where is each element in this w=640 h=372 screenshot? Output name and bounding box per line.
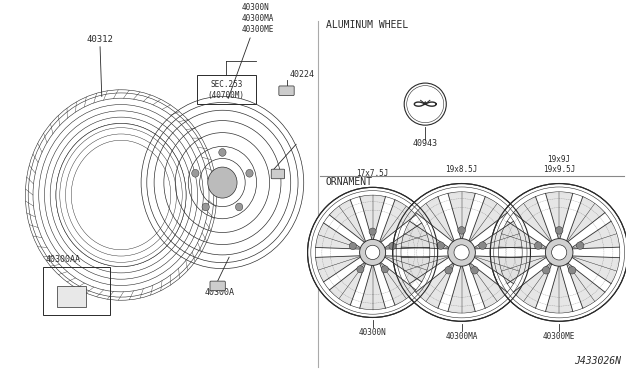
Polygon shape [572, 256, 620, 283]
Polygon shape [330, 200, 365, 242]
Polygon shape [416, 263, 454, 308]
Polygon shape [513, 263, 552, 308]
Circle shape [437, 242, 444, 249]
Polygon shape [448, 266, 476, 311]
Text: 40312: 40312 [86, 35, 113, 44]
Polygon shape [469, 197, 508, 242]
Polygon shape [545, 266, 573, 311]
Text: 40300AA: 40300AA [45, 255, 81, 264]
Polygon shape [499, 221, 547, 249]
Bar [42, 267, 109, 315]
Circle shape [458, 227, 465, 234]
Polygon shape [330, 263, 365, 305]
Text: ALUMINUM WHEEL: ALUMINUM WHEEL [326, 20, 408, 30]
Ellipse shape [192, 169, 199, 177]
Text: 17x7.5J: 17x7.5J [356, 169, 389, 178]
Circle shape [479, 242, 486, 249]
Polygon shape [448, 193, 476, 239]
Polygon shape [513, 197, 552, 242]
Circle shape [381, 266, 388, 273]
Polygon shape [385, 256, 429, 282]
Circle shape [360, 240, 386, 266]
Circle shape [448, 238, 476, 266]
Text: 40300N
40300MA
40300ME: 40300N 40300MA 40300ME [241, 3, 274, 34]
Ellipse shape [208, 167, 237, 198]
Bar [196, 76, 256, 104]
Polygon shape [566, 263, 605, 308]
Polygon shape [380, 200, 416, 242]
Circle shape [556, 227, 563, 234]
Circle shape [568, 266, 576, 274]
Ellipse shape [56, 124, 186, 267]
Circle shape [545, 238, 573, 266]
Text: 40300MA: 40300MA [445, 331, 478, 340]
Circle shape [389, 243, 396, 250]
Polygon shape [416, 197, 454, 242]
Polygon shape [360, 197, 385, 240]
Ellipse shape [246, 169, 253, 177]
Circle shape [393, 183, 531, 321]
Circle shape [471, 266, 478, 274]
Polygon shape [474, 221, 522, 249]
Polygon shape [469, 263, 508, 308]
Polygon shape [316, 256, 360, 282]
Circle shape [534, 242, 542, 249]
Circle shape [552, 245, 567, 260]
Text: 19x8.5J: 19x8.5J [445, 165, 478, 174]
Ellipse shape [202, 203, 209, 211]
Polygon shape [360, 265, 385, 308]
Text: 40943: 40943 [413, 139, 438, 148]
Circle shape [454, 245, 469, 260]
Ellipse shape [236, 203, 243, 211]
Polygon shape [316, 223, 360, 249]
Text: 40300ME: 40300ME [543, 331, 575, 340]
Ellipse shape [219, 148, 226, 156]
Text: J433026N: J433026N [574, 356, 621, 366]
Circle shape [577, 242, 584, 249]
Polygon shape [545, 193, 573, 239]
Text: ORNAMENT: ORNAMENT [326, 177, 372, 187]
Polygon shape [572, 221, 620, 249]
Polygon shape [385, 223, 429, 249]
Polygon shape [474, 256, 522, 283]
Circle shape [357, 266, 364, 273]
FancyBboxPatch shape [279, 86, 294, 96]
Circle shape [365, 245, 380, 260]
Text: 40300N: 40300N [359, 328, 387, 337]
Circle shape [445, 266, 452, 274]
Polygon shape [566, 197, 605, 242]
FancyBboxPatch shape [271, 169, 285, 179]
Polygon shape [499, 256, 547, 283]
Circle shape [308, 187, 438, 317]
Polygon shape [380, 263, 416, 305]
Circle shape [404, 83, 446, 125]
FancyBboxPatch shape [210, 281, 225, 291]
Text: 40224: 40224 [289, 70, 314, 79]
Text: SEC.253
(40700M): SEC.253 (40700M) [208, 80, 244, 100]
Text: 19x9J
19x9.5J: 19x9J 19x9.5J [543, 154, 575, 174]
Circle shape [369, 228, 376, 235]
Circle shape [490, 183, 628, 321]
Circle shape [543, 266, 550, 274]
Polygon shape [401, 221, 449, 249]
Polygon shape [401, 256, 449, 283]
Bar [57, 286, 86, 307]
Circle shape [349, 243, 356, 250]
Text: 40300A: 40300A [205, 288, 234, 298]
